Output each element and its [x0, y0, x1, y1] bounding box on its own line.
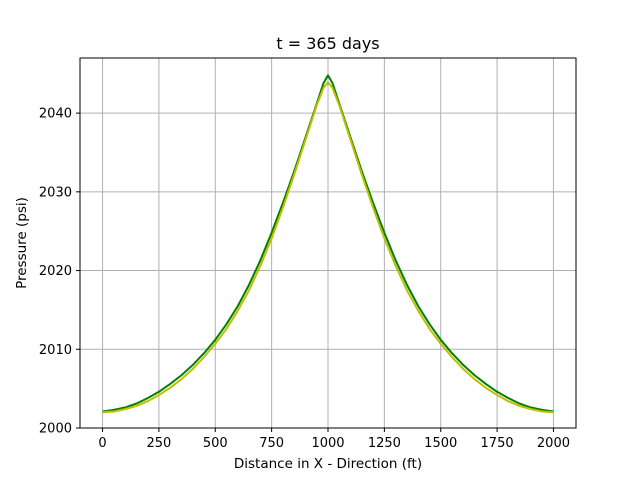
series-line-2	[102, 81, 554, 414]
y-axis-label: Pressure (psi)	[14, 197, 30, 289]
series-line-1	[102, 74, 554, 413]
x-tick-label: 0	[98, 436, 106, 451]
y-tick-label: 2000	[39, 422, 72, 437]
series-layer	[102, 74, 554, 414]
x-tick-label: 1500	[424, 436, 457, 451]
chart-title: t = 365 days	[276, 34, 379, 53]
x-tick-label: 250	[146, 436, 171, 451]
y-tick-label: 2020	[39, 264, 72, 279]
y-axis: 2000 2010 2020 2030 2040	[39, 107, 80, 437]
grid	[80, 58, 576, 429]
x-tick-label: 500	[203, 436, 228, 451]
y-tick-label: 2010	[39, 343, 72, 358]
x-tick-label: 1250	[368, 436, 401, 451]
x-tick-label: 1750	[481, 436, 514, 451]
x-tick-label: 750	[259, 436, 284, 451]
x-tick-label: 2000	[537, 436, 570, 451]
x-axis-label: Distance in X - Direction (ft)	[234, 456, 422, 472]
y-tick-label: 2040	[39, 107, 72, 122]
y-tick-label: 2030	[39, 185, 72, 200]
x-tick-label: 1000	[311, 436, 344, 451]
x-axis: 0 250 500 750 1000 1250 1500 1750 2000	[98, 428, 570, 451]
